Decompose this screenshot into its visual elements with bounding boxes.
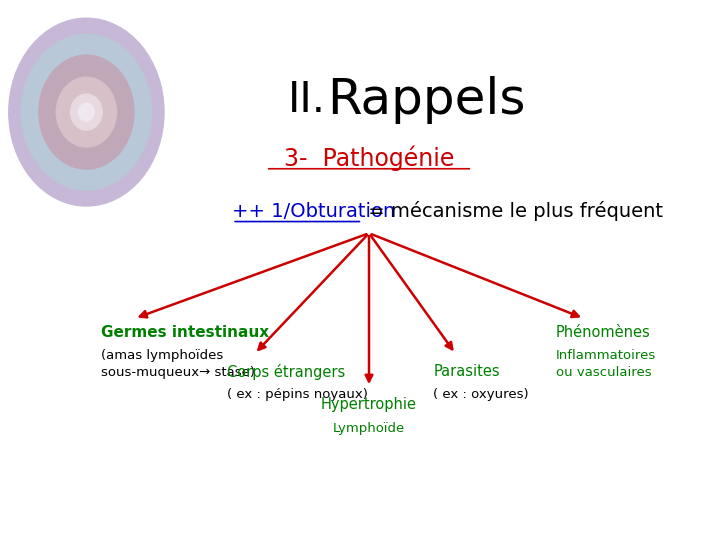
Text: Rappels: Rappels (327, 76, 526, 124)
Text: Phénomènes: Phénomènes (556, 325, 651, 340)
Ellipse shape (71, 94, 102, 130)
Ellipse shape (78, 103, 94, 121)
Text: ( ex : pépins noyaux): ( ex : pépins noyaux) (227, 388, 368, 401)
Text: ++ 1/Obturation: ++ 1/Obturation (233, 201, 395, 221)
Text: II.: II. (288, 79, 326, 121)
Text: Corps étrangers: Corps étrangers (227, 364, 345, 380)
Ellipse shape (39, 55, 134, 169)
Ellipse shape (22, 34, 151, 190)
Text: (amas lymphoïdes
sous-muqueux→ stase): (amas lymphoïdes sous-muqueux→ stase) (101, 349, 255, 379)
Text: Hypertrophie: Hypertrophie (321, 397, 417, 413)
Ellipse shape (56, 77, 117, 147)
Text: = mécanisme le plus fréquent: = mécanisme le plus fréquent (362, 201, 663, 221)
Text: 3-  Pathogénie: 3- Pathogénie (284, 146, 454, 171)
Text: Parasites: Parasites (433, 364, 500, 379)
Text: ( ex : oxyures): ( ex : oxyures) (433, 388, 528, 401)
Text: Inflammatoires
ou vasculaires: Inflammatoires ou vasculaires (556, 349, 656, 379)
Text: Germes intestinaux: Germes intestinaux (101, 325, 269, 340)
Text: Lymphoïde: Lymphoïde (333, 422, 405, 435)
Ellipse shape (9, 18, 164, 206)
